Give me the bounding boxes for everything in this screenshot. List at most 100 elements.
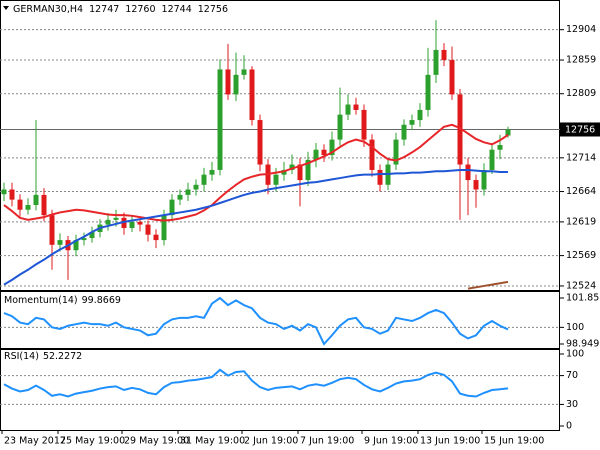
candle-body <box>497 145 503 150</box>
y-tick-label: 30 <box>566 399 578 410</box>
candle-body <box>377 169 383 185</box>
candle-body <box>249 69 255 121</box>
candle-body <box>433 49 439 75</box>
candle-body <box>505 129 511 136</box>
candle-body <box>449 60 455 95</box>
y-tick-label: 101.8511 <box>566 293 600 304</box>
candle-body <box>361 109 367 140</box>
y-tick-label: 12569 <box>566 250 596 261</box>
candle-body <box>129 221 135 228</box>
y-tick-label: 12904 <box>566 24 596 35</box>
candle-body <box>1 189 7 195</box>
x-tick-label: 15 Jun 19:00 <box>484 436 544 447</box>
candle-body <box>25 205 31 210</box>
candle-body <box>209 169 215 175</box>
y-tick-label: 100 <box>566 322 584 333</box>
candle-body <box>257 120 263 165</box>
candle-body <box>57 240 63 245</box>
price-label-box <box>560 122 600 137</box>
symbol-marker <box>3 6 9 10</box>
candle-body <box>273 174 279 185</box>
candle-body <box>417 109 423 121</box>
series-line <box>3 368 509 398</box>
chart-title: GERMAN30,H4 12747 12760 12744 12756 <box>13 4 228 15</box>
candle-body <box>17 199 23 210</box>
candle-body <box>441 49 447 61</box>
candle-body <box>329 139 335 156</box>
candle-body <box>297 164 303 181</box>
candle-body <box>153 234 159 241</box>
y-tick-label: 12859 <box>566 55 596 66</box>
indicator-value: 99.8669 <box>82 295 121 306</box>
candle-body <box>89 232 95 239</box>
candle-body <box>193 184 199 190</box>
candle-body <box>177 194 183 200</box>
title-open: 12747 <box>89 4 119 15</box>
candle-body <box>217 69 223 170</box>
candle-body <box>425 74 431 110</box>
y-tick-label: 12664 <box>566 186 596 197</box>
x-tick-label: 29 May 19:00 <box>124 436 189 447</box>
title-high: 12760 <box>125 4 155 15</box>
x-tick-label: 25 May 19:00 <box>60 436 125 447</box>
candle-body <box>49 215 55 245</box>
candle-body <box>393 139 399 165</box>
x-tick-label: 23 May 2017 <box>4 436 66 447</box>
candle-body <box>345 104 351 115</box>
indicator-value: 52.2272 <box>43 351 82 362</box>
candle-body <box>161 215 167 241</box>
title-low: 12744 <box>162 4 192 15</box>
candle-body <box>481 169 487 190</box>
y-tick-label: 12714 <box>566 152 596 163</box>
price-label: 12756 <box>565 124 595 135</box>
candle-body <box>113 217 119 220</box>
candle-body <box>201 174 207 185</box>
candle-body <box>409 120 415 125</box>
indicator-name: Momentum(14) <box>4 295 78 306</box>
candle-body <box>105 219 111 225</box>
candle-body <box>401 124 407 140</box>
x-tick-label: 13 Jun 19:00 <box>420 436 480 447</box>
candle-body <box>73 240 79 251</box>
candle-body <box>353 104 359 110</box>
candle-body <box>33 194 39 206</box>
candle-body <box>489 149 495 170</box>
y-tick-label: 12809 <box>566 88 596 99</box>
title-close: 12756 <box>198 4 228 15</box>
candle-body <box>233 74 239 95</box>
candle-body <box>321 149 327 156</box>
indicator-name: RSI(14) <box>4 351 39 362</box>
series-line <box>467 280 509 290</box>
y-tick-label: 98.9496 <box>566 339 600 350</box>
candle-body <box>137 221 143 225</box>
y-tick-label: 100 <box>566 349 584 360</box>
candle-body <box>337 114 343 140</box>
x-tick-label: 2 Jun 19:00 <box>244 436 298 447</box>
x-tick-label: 7 Jun 19:00 <box>300 436 354 447</box>
candle-body <box>313 149 319 160</box>
frame <box>0 0 560 431</box>
candle-body <box>169 199 175 216</box>
indicator-title: Momentum(14) 99.8669 <box>4 295 121 306</box>
y-tick-label: 12619 <box>566 216 596 227</box>
x-tick-label: 31 May 19:00 <box>180 436 245 447</box>
candle-body <box>465 164 471 181</box>
x-tick-label: 9 Jun 19:00 <box>364 436 418 447</box>
candle-body <box>81 238 87 241</box>
candle-body <box>225 69 231 95</box>
candle-body <box>241 69 247 75</box>
series-line <box>3 168 508 286</box>
y-tick-label: 0 <box>566 421 572 432</box>
candle-body <box>41 194 47 216</box>
series-line <box>3 123 509 222</box>
series-line <box>3 296 509 346</box>
candle-body <box>289 164 295 170</box>
indicator-title: RSI(14) 52.2272 <box>4 351 82 362</box>
candle-body <box>185 189 191 195</box>
candle-body <box>145 224 151 235</box>
candle-body <box>473 180 479 190</box>
y-tick-label: 12524 <box>566 280 596 291</box>
y-tick-label: 70 <box>566 370 578 381</box>
